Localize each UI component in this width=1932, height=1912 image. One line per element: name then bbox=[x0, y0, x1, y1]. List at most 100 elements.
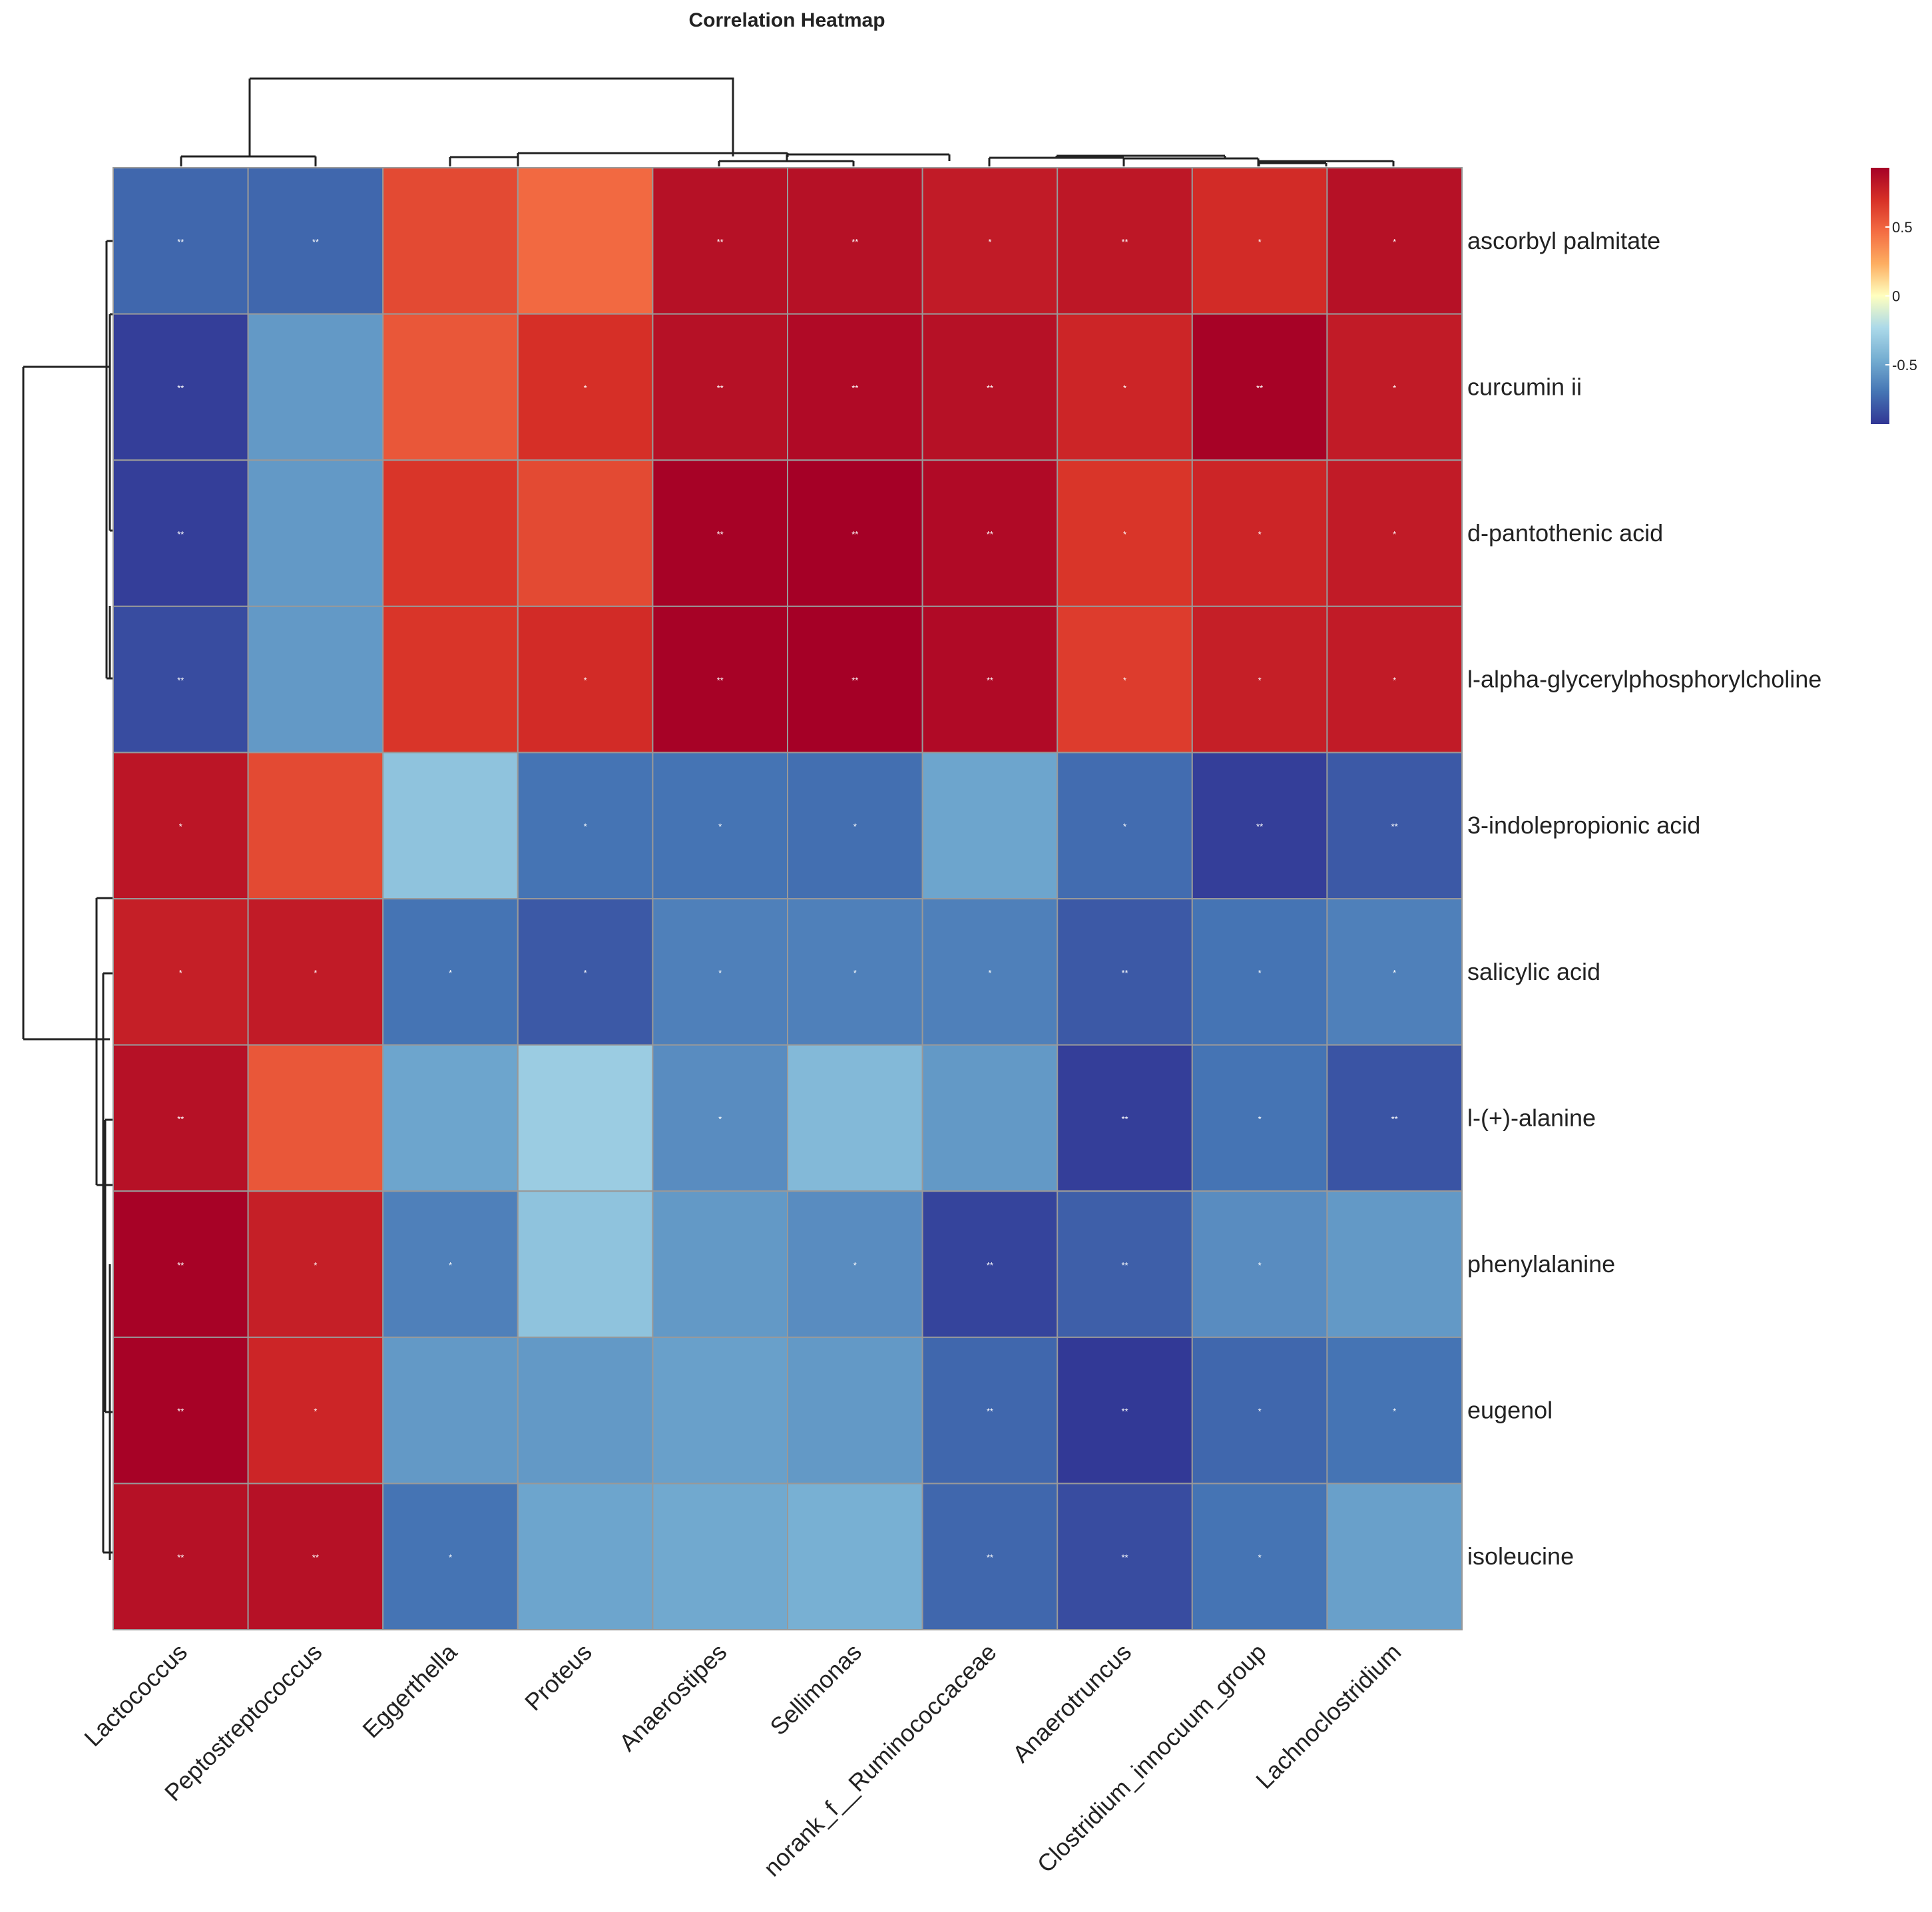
heatmap-cell bbox=[921, 459, 1059, 607]
row-label: 3-indolepropionic acid bbox=[1467, 812, 1700, 839]
color-legend-tick-label: 0 bbox=[1892, 288, 1900, 305]
significance-marker: ** bbox=[312, 237, 319, 247]
significance-marker: ** bbox=[1121, 237, 1128, 247]
row-label: curcumin ii bbox=[1467, 373, 1582, 400]
heatmap-cell bbox=[1191, 898, 1328, 1046]
significance-marker: * bbox=[1258, 676, 1262, 686]
row-label: d-pantothenic acid bbox=[1467, 519, 1663, 547]
heatmap-cell bbox=[1057, 1190, 1193, 1338]
heatmap-cell bbox=[921, 605, 1059, 754]
heatmap-cell bbox=[652, 1336, 789, 1485]
heatmap-cell bbox=[382, 313, 519, 461]
significance-marker: * bbox=[1123, 529, 1126, 539]
heatmap-cell bbox=[1326, 1336, 1463, 1485]
heatmap-cell bbox=[652, 1190, 789, 1338]
heatmap-cell bbox=[382, 752, 519, 900]
heatmap-cell bbox=[1191, 1336, 1328, 1485]
heatmap-cell bbox=[1057, 1483, 1193, 1630]
heatmap-cell bbox=[1057, 752, 1193, 900]
significance-marker: ** bbox=[851, 237, 858, 247]
heatmap-cell bbox=[517, 167, 654, 315]
row-label: isoleucine bbox=[1467, 1543, 1574, 1570]
significance-marker: ** bbox=[177, 1114, 184, 1124]
heatmap-cell bbox=[652, 1483, 789, 1630]
heatmap-cell bbox=[382, 167, 519, 315]
significance-marker: ** bbox=[1121, 1260, 1128, 1270]
significance-marker: ** bbox=[177, 383, 184, 393]
heatmap-cell bbox=[247, 1190, 384, 1338]
significance-marker: * bbox=[314, 1407, 317, 1417]
heatmap-cell bbox=[113, 167, 249, 315]
column-label: Lactococcus bbox=[79, 1638, 192, 1752]
significance-marker: * bbox=[1258, 1114, 1262, 1124]
heatmap-cell bbox=[247, 752, 384, 900]
significance-marker: * bbox=[449, 1260, 452, 1270]
significance-marker: * bbox=[988, 237, 991, 247]
heatmap-cell bbox=[113, 1336, 249, 1485]
significance-marker: * bbox=[1123, 383, 1126, 393]
heatmap-cell bbox=[1326, 752, 1463, 900]
heatmap-cell bbox=[517, 1044, 654, 1192]
heatmap-cell bbox=[787, 313, 923, 461]
significance-marker: * bbox=[584, 383, 587, 393]
significance-marker: ** bbox=[177, 1553, 184, 1562]
significance-marker: ** bbox=[177, 529, 184, 539]
chart-title: Correlation Heatmap bbox=[688, 9, 885, 31]
heatmap-cell bbox=[247, 605, 384, 754]
significance-marker: ** bbox=[312, 1553, 319, 1562]
significance-marker: ** bbox=[851, 529, 858, 539]
column-label: Eggerthella bbox=[357, 1638, 462, 1743]
significance-marker: ** bbox=[1256, 383, 1263, 393]
significance-marker: ** bbox=[717, 237, 724, 247]
significance-marker: * bbox=[718, 968, 722, 978]
heatmap-cell bbox=[517, 459, 654, 607]
heatmap-cell bbox=[382, 898, 519, 1046]
significance-marker: ** bbox=[1121, 1553, 1128, 1562]
heatmap-cell bbox=[382, 605, 519, 754]
heatmap-cell bbox=[787, 1190, 923, 1338]
significance-marker: * bbox=[449, 968, 452, 978]
heatmap-cell bbox=[652, 459, 789, 607]
column-label: Sellimonas bbox=[764, 1638, 867, 1741]
significance-marker: ** bbox=[177, 676, 184, 686]
significance-marker: ** bbox=[717, 676, 724, 686]
heatmap-cell bbox=[1191, 1190, 1328, 1338]
row-label: l-(+)-alanine bbox=[1467, 1104, 1596, 1131]
heatmap-cell bbox=[787, 1044, 923, 1192]
column-label: Lachnoclostridium bbox=[1250, 1638, 1406, 1794]
column-label: Clostridium_innocuum_group bbox=[1032, 1638, 1272, 1878]
heatmap-cell bbox=[113, 1483, 249, 1630]
column-dendrogram bbox=[180, 77, 1395, 166]
heatmap-cell bbox=[921, 1336, 1059, 1485]
significance-marker: * bbox=[1393, 676, 1396, 686]
row-label: phenylalanine bbox=[1467, 1250, 1615, 1278]
heatmap-cell bbox=[113, 898, 249, 1046]
heatmap-cell bbox=[382, 1190, 519, 1338]
heatmap-cell bbox=[1057, 1336, 1193, 1485]
heatmap-cell bbox=[1191, 1483, 1328, 1630]
significance-marker: * bbox=[853, 822, 857, 832]
heatmap-cell bbox=[787, 167, 923, 315]
significance-markers: ** ** ** ** * ** * *** * ** ** ** * ** *** ** ** ** * * *** *… bbox=[177, 237, 1398, 1562]
column-label: Proteus bbox=[519, 1638, 597, 1716]
heatmap-cell bbox=[517, 1336, 654, 1485]
heatmap-cell bbox=[113, 605, 249, 754]
heatmap-cell bbox=[1057, 605, 1193, 754]
heatmap-cell bbox=[1191, 605, 1328, 754]
column-label: Anaerotruncus bbox=[1007, 1638, 1137, 1768]
significance-marker: ** bbox=[987, 676, 993, 686]
heatmap-cell bbox=[517, 313, 654, 461]
heatmap-cell bbox=[247, 1336, 384, 1485]
heatmap-cell bbox=[517, 1483, 654, 1630]
heatmap-cell bbox=[1326, 605, 1463, 754]
heatmap-cell bbox=[921, 313, 1059, 461]
significance-marker: * bbox=[179, 822, 182, 832]
heatmap-cell bbox=[652, 605, 789, 754]
significance-marker: * bbox=[584, 676, 587, 686]
heatmap-cell bbox=[247, 1044, 384, 1192]
heatmap-cell bbox=[652, 167, 789, 315]
row-labels: ascorbyl palmitate curcumin ii d-pantothen… bbox=[1467, 227, 1821, 1570]
row-label: l-alpha-glycerylphosphorylcholine bbox=[1467, 666, 1821, 693]
significance-marker: ** bbox=[851, 383, 858, 393]
row-label: salicylic acid bbox=[1467, 958, 1600, 985]
